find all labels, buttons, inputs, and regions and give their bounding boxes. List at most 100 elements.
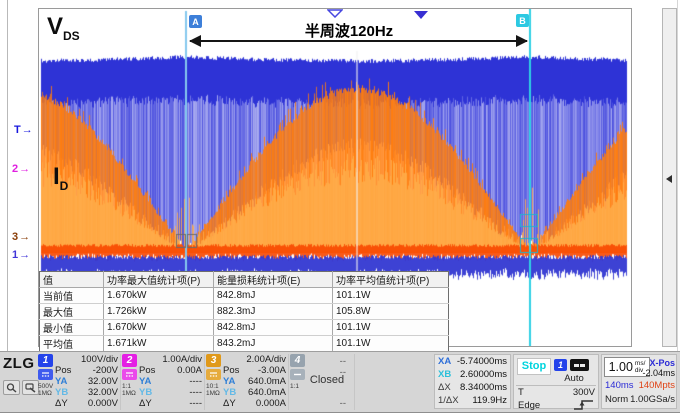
channel-3-pos: -3.00A <box>258 365 286 376</box>
inv-dx-label: 1/ΔX <box>438 395 459 406</box>
channel-2-ya: ---- <box>189 376 202 387</box>
halfwave-span-arrow <box>189 35 528 47</box>
trigger-level-label: T <box>518 387 524 398</box>
channel-1-pos: -200V <box>92 365 118 376</box>
channel-3-probe-setting: 10:1 1MΩ <box>206 383 220 397</box>
pos-label: Pos <box>55 365 72 376</box>
channel-2-scale: 1.00A/div <box>162 354 202 365</box>
status-bar: ZLG 1 500V 1MΩ 100V/div Pos -200V <box>0 351 680 413</box>
dy-label: ΔY <box>55 398 68 409</box>
brand-logo: ZLG <box>3 355 35 372</box>
channel-4-coupling-icon[interactable] <box>290 369 305 380</box>
col-power-max: 功率最大值统计项(P) <box>103 271 214 288</box>
measurement-table-header: 值 功率最大值统计项(P) 能量损耗统计项(E) 功率平均值统计项(P) <box>39 271 449 288</box>
channel-1-scale: 100V/div <box>81 354 118 365</box>
timebase-panel: 1.00 ms/div X-Pos -2.04ms 140ms 140Mpts … <box>601 354 677 409</box>
channel-4-extra: -- <box>339 398 346 409</box>
vertical-scrollbar[interactable] <box>662 8 677 347</box>
channel-2-position-marker[interactable]: 2 <box>12 163 30 175</box>
dx-label: ΔX <box>438 382 451 393</box>
run-stop-button[interactable]: Stop <box>517 358 551 375</box>
record-time: 140ms <box>605 380 634 391</box>
zoom-tool-icon[interactable] <box>3 380 20 395</box>
channel-1-panel[interactable]: 1 500V 1MΩ 100V/div Pos -200V YA 32.00V YB 3… <box>38 354 121 410</box>
measurement-table: 值 功率最大值统计项(P) 能量损耗统计项(E) 功率平均值统计项(P) 当前值… <box>39 271 449 352</box>
channel-4-scale: -- <box>339 356 346 367</box>
record-depth: 140Mpts <box>638 380 675 391</box>
channel-3-position-marker[interactable]: 3 <box>12 231 30 243</box>
halfwave-annotation: 半周波120Hz <box>304 23 394 40</box>
brand-block: ZLG <box>3 354 39 409</box>
ya-label: YA <box>55 376 68 387</box>
cursor-b-handle[interactable]: B <box>516 14 529 27</box>
channel-3-dy: 0.000A <box>255 398 286 409</box>
channel-2-coupling-icon[interactable] <box>122 369 137 380</box>
channel-2-panel[interactable]: 2 1:1 1MΩ 1.00A/div Pos 0.00A YA ---- YB ---… <box>122 354 205 410</box>
trigger-panel: Stop 1 Auto T 300V Edge <box>513 354 599 411</box>
right-frame-line <box>677 0 678 351</box>
sample-rate: 1.00GSa/s <box>630 394 675 405</box>
channel-2-pos: 0.00A <box>177 365 202 376</box>
trigger-source-badge[interactable]: 1 <box>554 359 567 371</box>
channel-2-yb: ---- <box>189 387 202 398</box>
trigger-position-icon[interactable] <box>413 10 429 20</box>
trigger-position-outline-icon[interactable] <box>327 9 343 18</box>
channel-3-badge[interactable]: 3 <box>206 354 221 367</box>
dy-label: ΔY <box>139 398 152 409</box>
table-row: 当前值 1.670kW 842.8mJ 101.1W <box>39 287 449 304</box>
waveform-display: VDS ID A B 半周波120Hz 值 功率最大值统计项(P) 能量损耗统计… <box>38 8 632 352</box>
channel-4-probe-setting: 1:1 <box>290 383 300 390</box>
channel-3-scale: 2.00A/div <box>246 354 286 365</box>
channel-3-panel[interactable]: 3 10:1 1MΩ 2.00A/div Pos -3.00A YA 640.0mA … <box>206 354 289 410</box>
acquisition-mode[interactable]: Norm <box>605 394 629 405</box>
channel-1-badge[interactable]: 1 <box>38 354 53 367</box>
cursor-tool-icon[interactable] <box>22 380 39 395</box>
left-frame-line <box>7 0 8 351</box>
cursor-readout-panel: XA -5.74000ms XB 2.60000ms ΔX 8.34000ms 1/Δ… <box>434 354 511 409</box>
rising-edge-icon <box>574 400 593 410</box>
vds-trace-label: VDS <box>47 13 80 43</box>
channel-4-badge[interactable]: 4 <box>290 354 305 367</box>
cursor-a-handle[interactable]: A <box>189 15 202 28</box>
scrollbar-left-arrow-icon[interactable] <box>666 175 672 183</box>
channel-2-probe-setting: 1:1 1MΩ <box>122 383 136 397</box>
xb-label: XB <box>438 369 452 380</box>
channel-4-pos: -- <box>339 367 346 378</box>
table-row: 最小值 1.670kW 842.8mJ 101.1W <box>39 319 449 336</box>
id-trace-label: ID <box>53 163 69 193</box>
table-row: 最大值 1.726kW 882.3mJ 105.8W <box>39 303 449 320</box>
yb-label: YB <box>139 387 153 398</box>
dy-label: ΔY <box>223 398 236 409</box>
trigger-type[interactable]: Edge <box>518 399 541 411</box>
channel-4-panel[interactable]: 4 1:1 -- -- Closed -- <box>290 354 355 410</box>
pos-label: Pos <box>223 365 240 376</box>
timebase-scale: 1.00 <box>608 360 633 374</box>
divider <box>516 385 596 386</box>
table-row: 平均值 1.671kW 843.2mJ 101.1W <box>39 335 449 352</box>
xa-value: -5.74000ms <box>456 356 507 367</box>
xa-label: XA <box>438 356 452 367</box>
timebase-scale-box[interactable]: 1.00 ms/div <box>604 357 650 377</box>
channel-3-coupling-icon[interactable] <box>206 369 221 380</box>
ya-label: YA <box>139 376 152 387</box>
trigger-mode[interactable]: Auto <box>564 373 584 384</box>
ya-label: YA <box>223 376 236 387</box>
channel-3-ya: 640.0mA <box>247 376 286 387</box>
channel-1-coupling-icon[interactable] <box>38 369 53 380</box>
channel-4-status: Closed <box>309 374 345 386</box>
trigger-level-marker[interactable]: T <box>14 124 33 136</box>
xpos-value: -2.04ms <box>642 368 675 378</box>
display-mode-icon[interactable] <box>570 359 589 371</box>
channel-1-yb: 32.00V <box>87 387 118 398</box>
trigger-level-value[interactable]: 300V <box>572 387 595 398</box>
channel-2-badge[interactable]: 2 <box>122 354 137 367</box>
channel-1-position-marker[interactable]: 1 <box>12 249 30 261</box>
xb-value: 2.60000ms <box>459 369 507 380</box>
channel-1-dy: 0.000V <box>87 398 118 409</box>
yb-label: YB <box>55 387 69 398</box>
channel-3-yb: 640.0mA <box>247 387 286 398</box>
channel-1-probe-setting: 500V 1MΩ <box>38 383 54 397</box>
col-power-avg: 功率平均值统计项(P) <box>332 271 449 288</box>
yb-label: YB <box>223 387 237 398</box>
